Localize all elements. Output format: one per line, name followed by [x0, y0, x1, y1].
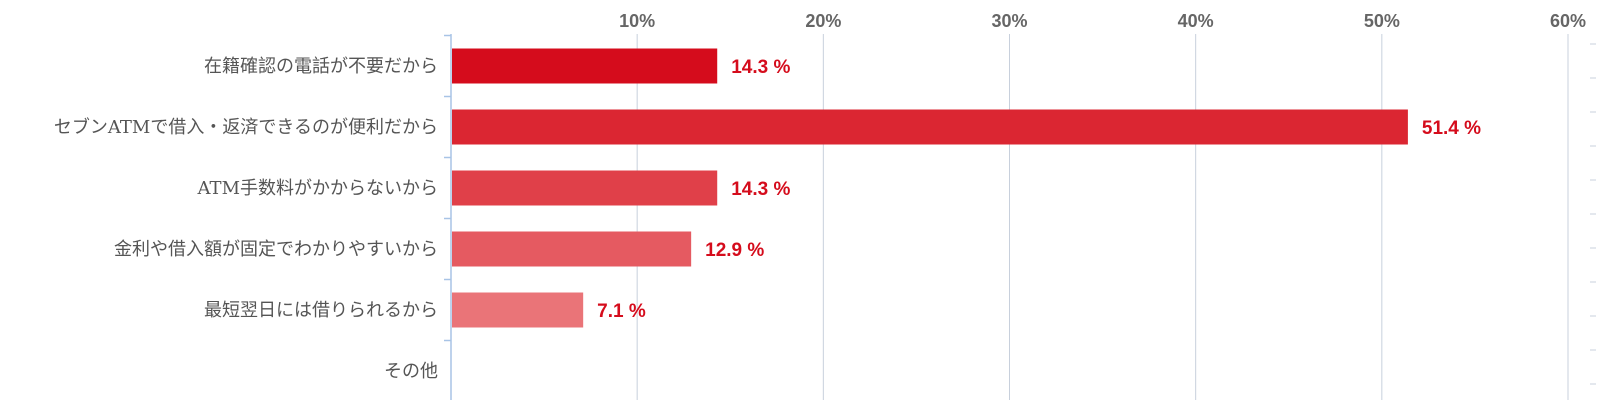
value-labels: 14.3 % 51.4 % 14.3 % 12.9 % 7.1 % — [597, 57, 1481, 322]
x-tick-label: 10% — [619, 11, 655, 31]
bars — [452, 48, 1408, 328]
value-label: 14.3 % — [731, 179, 790, 200]
x-tick-label: 60% — [1550, 11, 1586, 31]
bar — [452, 231, 692, 267]
bar — [452, 109, 1408, 145]
category-label: その他 — [384, 361, 438, 382]
x-tick-labels: 10% 20% 30% 40% 50% 60% — [619, 11, 1586, 31]
bar — [452, 48, 718, 84]
category-label: 在籍確認の電話が不要だから — [204, 56, 438, 77]
x-tick-label: 20% — [805, 11, 841, 31]
bar — [452, 170, 718, 206]
x-tick-label: 40% — [1178, 11, 1214, 31]
category-label: 金利や借入額が固定でわかりやすいから — [114, 239, 438, 260]
value-label: 7.1 % — [597, 301, 646, 322]
x-tick-label: 30% — [991, 11, 1027, 31]
bar — [452, 292, 584, 328]
category-axis — [444, 34, 452, 400]
value-label: 51.4 % — [1422, 118, 1481, 139]
category-label: セブンATMで借入・返済できるのが便利だから — [54, 116, 438, 138]
category-label: ATM手数料がかからないから — [197, 178, 438, 199]
grid-lines — [636, 34, 1596, 400]
value-label: 12.9 % — [705, 240, 764, 261]
category-label: 最短翌日には借りられるから — [204, 300, 438, 321]
value-label: 14.3 % — [731, 57, 790, 78]
x-tick-label: 50% — [1364, 11, 1400, 31]
